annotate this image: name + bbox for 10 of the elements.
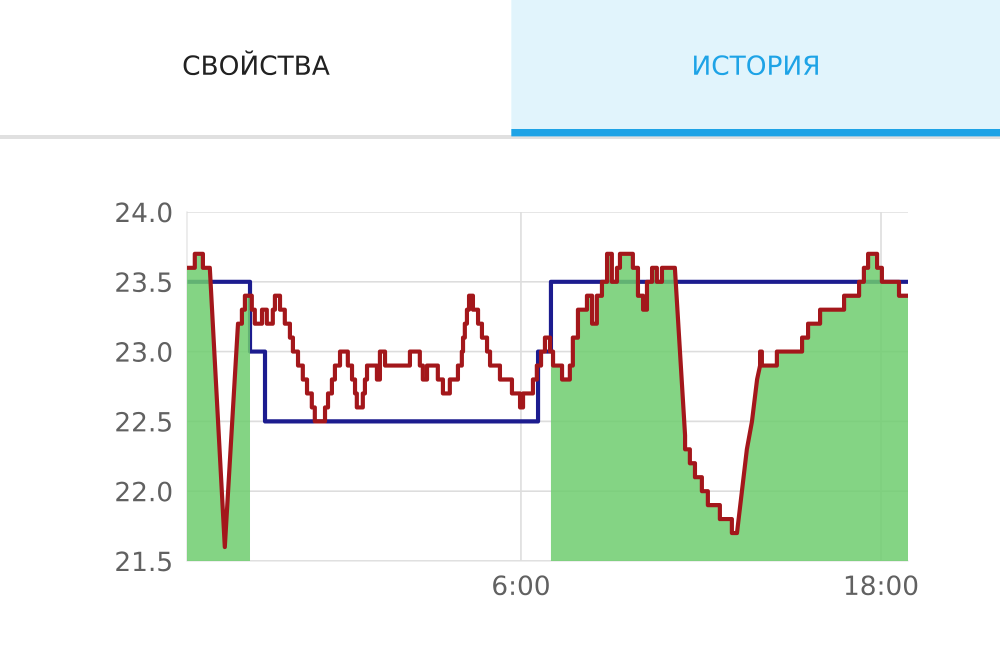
x-tick-label: 6:00 (493, 575, 549, 596)
y-tick-label: 23.0 (116, 342, 172, 362)
text: ИСТОРИЯ (694, 55, 818, 76)
y-tick-label: 23.5 (116, 272, 171, 292)
x-tick-label: 18:00 (846, 575, 918, 596)
y-tick-label: 22.0 (116, 482, 172, 502)
y-tick-label: 24.0 (116, 202, 172, 222)
text: СВОЙСТВА (184, 50, 330, 76)
y-tick-label: 21.5 (116, 551, 171, 572)
y-tick-label: 22.5 (116, 412, 171, 432)
